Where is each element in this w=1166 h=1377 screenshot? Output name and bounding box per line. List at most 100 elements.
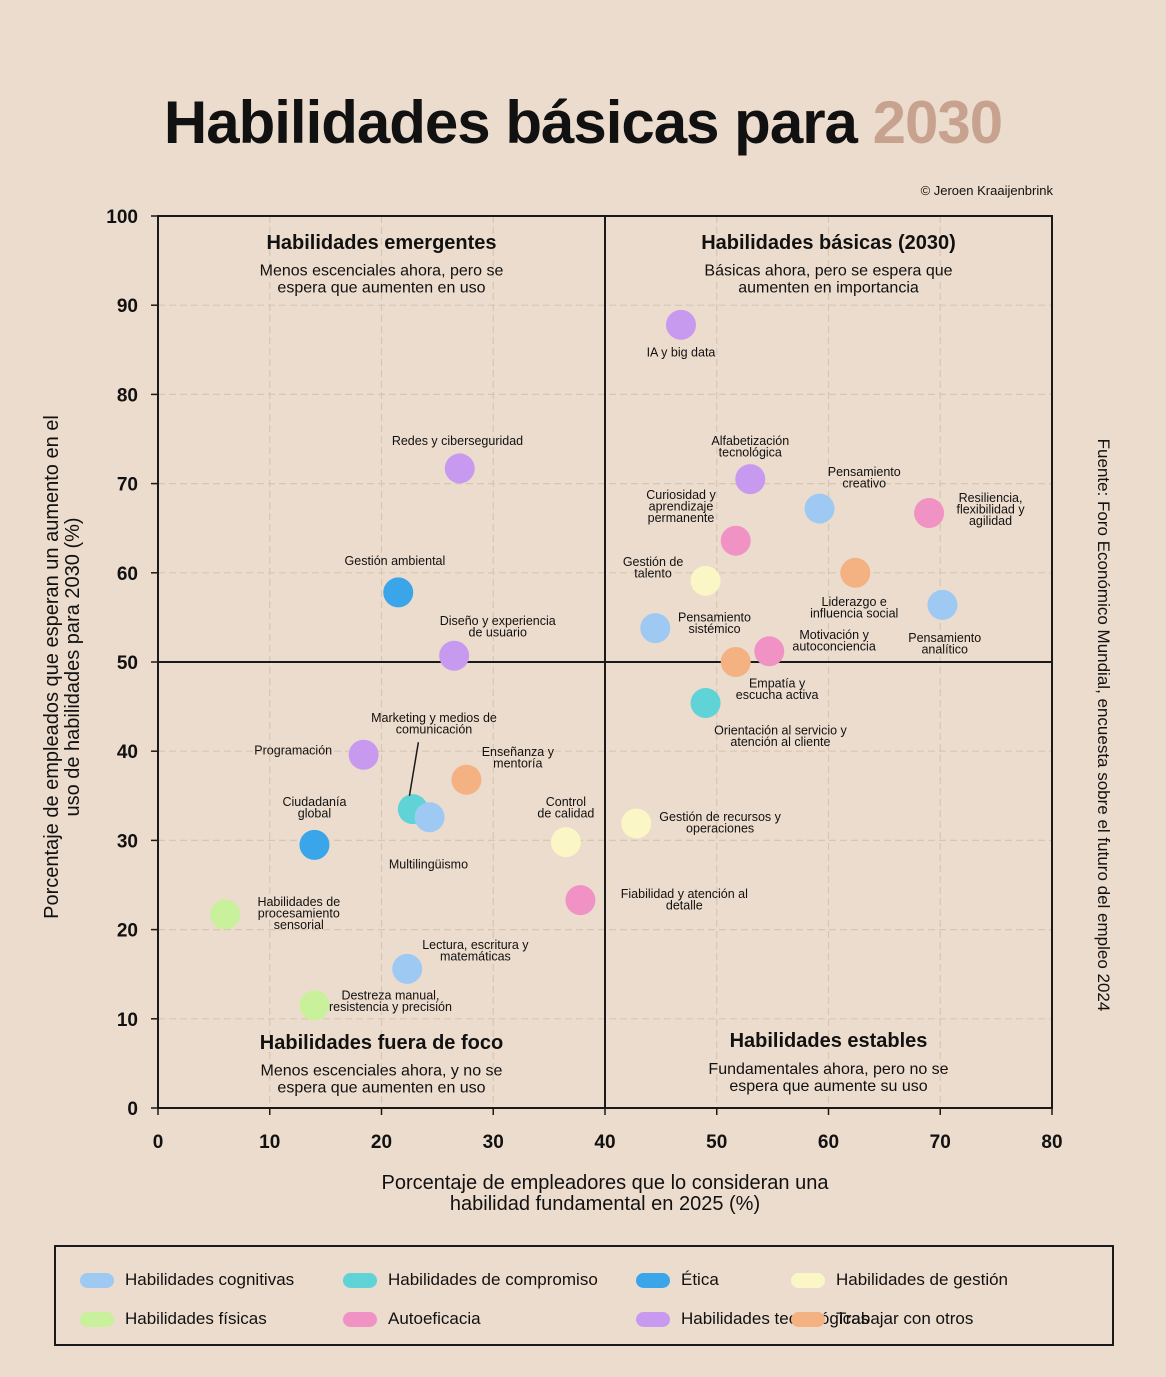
data-point-working_with_others xyxy=(451,764,482,795)
data-point-self_efficacy xyxy=(914,498,945,529)
legend-label: Trabajar con otros xyxy=(836,1309,974,1328)
data-point-working_with_others xyxy=(720,647,751,677)
data-label: Redes y ciberseguridad xyxy=(392,434,523,448)
quadrant-subtitle-stable: Fundamentales ahora, pero no se espera qu… xyxy=(708,1061,948,1095)
credit: © Jeroen Kraaijenbrink xyxy=(920,183,1053,198)
legend-swatch xyxy=(343,1272,377,1288)
legend-label: Habilidades cognitivas xyxy=(125,1270,295,1289)
data-label: Motivación y autoconciencia xyxy=(792,628,875,654)
data-label: Gestión de talento xyxy=(623,555,684,581)
axes xyxy=(157,215,1053,1109)
data-label: Multilingüismo xyxy=(389,857,468,871)
data-point-cognitive xyxy=(392,953,423,984)
ticks: 0 10 20 30 40 50 60 70 80 0 10 20 30 40 50 60 70 80 90 100 xyxy=(106,207,1062,1153)
data-label: Programación xyxy=(254,743,332,757)
data-point-cognitive xyxy=(414,802,445,833)
data-label: Gestión de recursos y operaciones xyxy=(659,810,781,836)
y-tick-label: 20 xyxy=(117,921,138,942)
data-point-physical xyxy=(299,990,330,1021)
y-tick-label: 90 xyxy=(117,296,138,317)
data-label: Alfabetización tecnológica xyxy=(711,434,789,460)
data-point-physical xyxy=(210,899,241,930)
data-label: Gestión ambiental xyxy=(345,554,446,568)
data-label: Ciudadanía global xyxy=(282,795,346,821)
legend-item-working_with_others: Trabajar con otros xyxy=(791,1309,973,1329)
data-label: IA y big data xyxy=(647,345,716,359)
data-label: Habilidades de procesamiento sensorial xyxy=(257,895,340,932)
data-point-management xyxy=(550,827,581,858)
x-tick-label: 0 xyxy=(153,1132,164,1153)
y-tick-label: 10 xyxy=(117,1010,138,1031)
data-points xyxy=(210,309,958,1021)
y-tick-label: 0 xyxy=(127,1099,138,1120)
legend-label: Autoeficacia xyxy=(388,1309,481,1328)
y-axis-title: Porcentaje de empleados que esperan un a… xyxy=(41,415,84,919)
data-point-ethics xyxy=(383,577,414,608)
data-point-management xyxy=(621,808,652,839)
data-point-cognitive xyxy=(927,589,958,620)
x-axis-title: Porcentaje de empleadores que lo conside… xyxy=(382,1172,830,1215)
legend-item-management: Habilidades de gestión xyxy=(791,1270,1008,1290)
quadrant-title-core: Habilidades básicas (2030) xyxy=(701,232,956,254)
quadrant-title-emerging: Habilidades emergentes xyxy=(266,232,496,254)
leader-line xyxy=(408,742,420,796)
data-point-technology xyxy=(665,309,696,340)
data-point-technology xyxy=(444,453,475,484)
data-point-self_efficacy xyxy=(565,885,596,916)
point-labels: IA y big data Redes y ciberseguridad Alfab… xyxy=(254,345,1025,1014)
data-label: Enseñanza y mentoría xyxy=(482,745,555,771)
legend: Habilidades cognitivas Habilidades de com… xyxy=(54,1245,1114,1346)
legend-label: Habilidades de gestión xyxy=(836,1270,1009,1289)
data-point-management xyxy=(690,565,721,596)
quadrant-subtitle-emerging: Menos escenciales ahora, pero se espera q… xyxy=(260,263,504,297)
quadrant-title-out-of-focus: Habilidades fuera de foco xyxy=(260,1032,503,1054)
data-point-cognitive xyxy=(640,613,671,644)
data-label: Pensamiento creativo xyxy=(828,465,901,491)
legend-label: Ética xyxy=(681,1270,719,1289)
data-label: Marketing y medios de comunicación xyxy=(371,711,497,737)
legend-swatch xyxy=(636,1272,670,1288)
x-tick-label: 30 xyxy=(483,1132,504,1153)
data-label: Orientación al servicio y atención al cli… xyxy=(714,724,847,750)
title-highlight: 2030 xyxy=(872,89,1003,156)
data-label: Fiabilidad y atención al detalle xyxy=(621,887,748,913)
y-tick-label: 30 xyxy=(117,831,138,852)
data-label: Empatía y escucha activa xyxy=(736,676,819,702)
legend-swatch xyxy=(343,1311,377,1327)
data-label: Lectura, escritura y matemáticas xyxy=(422,938,529,964)
y-tick-label: 60 xyxy=(117,564,138,585)
axis-titles: Porcentaje de empleadores que lo conside… xyxy=(41,415,829,1215)
legend-swatch xyxy=(791,1272,825,1288)
data-point-engagement xyxy=(690,688,721,719)
x-tick-label: 10 xyxy=(259,1132,280,1153)
source-note: Fuente: Foro Económico Mundial, encuesta… xyxy=(1094,438,1113,1012)
x-tick-label: 50 xyxy=(706,1132,727,1153)
data-point-self_efficacy xyxy=(720,525,751,556)
y-tick-label: 100 xyxy=(106,207,138,228)
legend-item-self_efficacy: Autoeficacia xyxy=(343,1309,481,1329)
data-point-technology xyxy=(735,464,766,495)
quadrant-subtitle-core: Básicas ahora, pero se espera que aumente… xyxy=(704,263,952,297)
data-point-ethics xyxy=(299,829,330,860)
data-label: Pensamiento sistémico xyxy=(678,610,751,636)
data-point-cognitive xyxy=(804,493,835,524)
data-label: Curiosidad y aprendizaje permanente xyxy=(646,488,716,525)
legend-label: Habilidades físicas xyxy=(125,1309,267,1328)
data-point-technology xyxy=(439,640,470,671)
x-tick-label: 20 xyxy=(371,1132,392,1153)
data-point-technology xyxy=(348,739,379,770)
y-tick-label: 70 xyxy=(117,475,138,496)
legend-swatch xyxy=(80,1311,114,1327)
legend-item-engagement: Habilidades de compromiso xyxy=(343,1270,598,1290)
legend-swatch xyxy=(80,1272,114,1288)
title-main: Habilidades básicas para xyxy=(163,89,858,156)
data-label: Pensamiento analítico xyxy=(908,631,981,657)
y-tick-label: 40 xyxy=(117,742,138,763)
x-tick-label: 60 xyxy=(818,1132,839,1153)
y-axis-title-group: Porcentaje de empleados que esperan un a… xyxy=(41,415,84,919)
legend-item-cognitive: Habilidades cognitivas xyxy=(80,1270,294,1290)
quadrant-labels: Habilidades emergentes Menos escenciales … xyxy=(260,232,956,1097)
y-tick-label: 50 xyxy=(117,653,138,674)
data-label: Destreza manual, resistencia y precisión xyxy=(329,989,452,1015)
